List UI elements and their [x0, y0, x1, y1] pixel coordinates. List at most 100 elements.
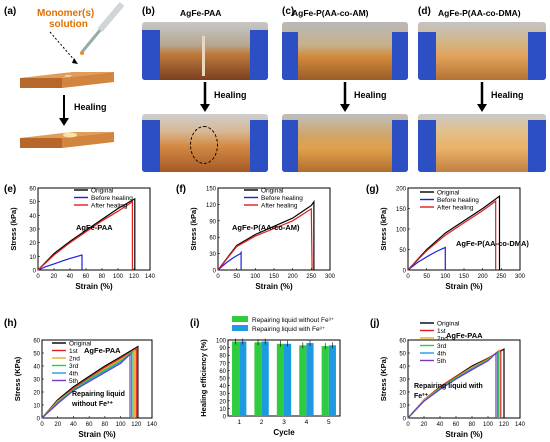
xtick-j: 0 — [406, 422, 410, 428]
ytick-g: 150 — [396, 207, 407, 213]
series-line-f-2 — [217, 207, 313, 271]
legend-label-i-1: Repairing liquid with Fe³⁺ — [252, 326, 326, 333]
ytick-f: 90 — [209, 219, 216, 225]
sample-label-g: AgFe-P(AA-co-DMA) — [456, 239, 529, 248]
ytick-g: 200 — [396, 187, 407, 193]
legend-label-f-1: Before healing — [261, 195, 303, 202]
photo-b-before — [142, 22, 268, 80]
xtick-e: 100 — [113, 274, 124, 280]
annotation-j: Fe³⁺ — [414, 393, 429, 400]
xlabel-g: Strain (%) — [445, 282, 483, 291]
ytick-i: 80 — [219, 354, 226, 360]
photo-c-before — [282, 22, 408, 80]
ytick-h: 60 — [33, 339, 40, 345]
series-line-e-1 — [37, 254, 83, 271]
panel-c-title: AgFe-P(AA-co-AM) — [292, 8, 369, 18]
series-line-e-2 — [37, 200, 133, 271]
xtick-g: 300 — [515, 274, 526, 280]
photo-b-after — [142, 114, 268, 172]
xtick-e: 120 — [129, 274, 140, 280]
sample-label-j: AgFe-PAA — [446, 331, 483, 340]
sample-label-h: AgFe-PAA — [84, 346, 121, 355]
glove-right-icon — [392, 32, 408, 80]
ytick-h: 50 — [33, 352, 40, 358]
panel-b-title: AgFe-PAA — [180, 8, 222, 18]
glove-left-icon — [142, 30, 160, 80]
panel-j-label: (j) — [370, 318, 379, 329]
ytick-e: 40 — [29, 214, 36, 220]
ytick-e: 20 — [29, 241, 36, 247]
ytick-g: 0 — [403, 269, 407, 275]
legend-label-g-2: After healing — [437, 205, 474, 212]
series-line-h-0 — [41, 345, 139, 419]
legend-label-j-3: 3rd — [437, 343, 447, 350]
healed-hydrogel-icon — [20, 132, 114, 148]
legend-label-e-0: Original — [91, 188, 114, 195]
cut-line — [202, 36, 205, 76]
monomer-text: Monomer(s) — [37, 8, 95, 19]
sample-label-e: AgFe-PAA — [76, 223, 113, 232]
legend-label-h-2: 2nd — [69, 356, 80, 363]
xtick-h: 100 — [116, 422, 127, 428]
ytick-e: 0 — [33, 269, 37, 275]
ytick-i: 60 — [219, 369, 226, 375]
xtick-h: 40 — [70, 422, 77, 428]
xtick-i: 3 — [282, 419, 286, 426]
panel-b-healing-label: Healing — [214, 90, 247, 100]
legend-label-f-0: Original — [261, 188, 284, 195]
series-line-h-3 — [41, 350, 134, 419]
series-line-f-1 — [217, 250, 242, 271]
xtick-g: 150 — [459, 274, 470, 280]
xtick-h: 140 — [147, 422, 158, 428]
ytick-e: 10 — [29, 255, 36, 261]
ytick-e: 50 — [29, 200, 36, 206]
pipette-icon — [80, 2, 125, 55]
xtick-g: 50 — [423, 274, 430, 280]
ytick-j: 10 — [399, 404, 406, 410]
legend-label-g-0: Original — [437, 190, 460, 197]
xlabel-h: Strain (%) — [78, 430, 116, 439]
plot-frame-j — [407, 339, 521, 419]
bar-i-s1-4 — [306, 343, 314, 416]
xtick-e: 0 — [36, 274, 40, 280]
panel-i-label: (i) — [190, 318, 199, 329]
photo-d-before — [418, 22, 546, 80]
xtick-j: 60 — [453, 422, 460, 428]
ytick-j: 40 — [399, 365, 406, 371]
xlabel-j: Strain (%) — [445, 430, 483, 439]
xtick-e: 20 — [51, 274, 58, 280]
ytick-j: 30 — [399, 378, 406, 384]
xtick-e: 60 — [83, 274, 90, 280]
ytick-h: 0 — [37, 417, 41, 423]
xtick-j: 80 — [469, 422, 476, 428]
panel-g-label: (g) — [366, 184, 379, 195]
panel-f-label: (f) — [176, 184, 186, 195]
series-line-j-5 — [407, 351, 497, 419]
bar-i-s0-1 — [232, 341, 240, 416]
panel-c-healing-label: Healing — [354, 90, 387, 100]
glove-right-icon — [528, 32, 546, 80]
ytick-h: 20 — [33, 391, 40, 397]
solution-text: solution — [49, 19, 88, 30]
legend-swatch-i-0 — [232, 316, 248, 322]
ytick-i: 90 — [219, 346, 226, 352]
ytick-g: 100 — [396, 228, 407, 234]
annotation-j: Repairing liquid with — [414, 383, 483, 390]
series-line-f-0 — [217, 199, 315, 271]
ytick-i: 70 — [219, 361, 226, 367]
glove-left-icon — [282, 32, 298, 80]
ylabel-h: Stress (KPa) — [13, 356, 22, 401]
xtick-j: 140 — [515, 422, 526, 428]
panel-b-label: (b) — [142, 6, 155, 17]
ytick-i: 40 — [219, 384, 226, 390]
xtick-f: 300 — [325, 274, 336, 280]
bar-i-s1-2 — [261, 341, 269, 416]
xtick-j: 40 — [437, 422, 444, 428]
photo-d-after — [418, 114, 546, 172]
xtick-e: 40 — [67, 274, 74, 280]
legend-label-h-0: Original — [69, 341, 92, 348]
ylabel-f: Stress (kPa) — [189, 207, 198, 251]
panel-d-label: (d) — [418, 6, 431, 17]
bar-i-s0-2 — [254, 342, 262, 416]
xtick-j: 120 — [499, 422, 510, 428]
